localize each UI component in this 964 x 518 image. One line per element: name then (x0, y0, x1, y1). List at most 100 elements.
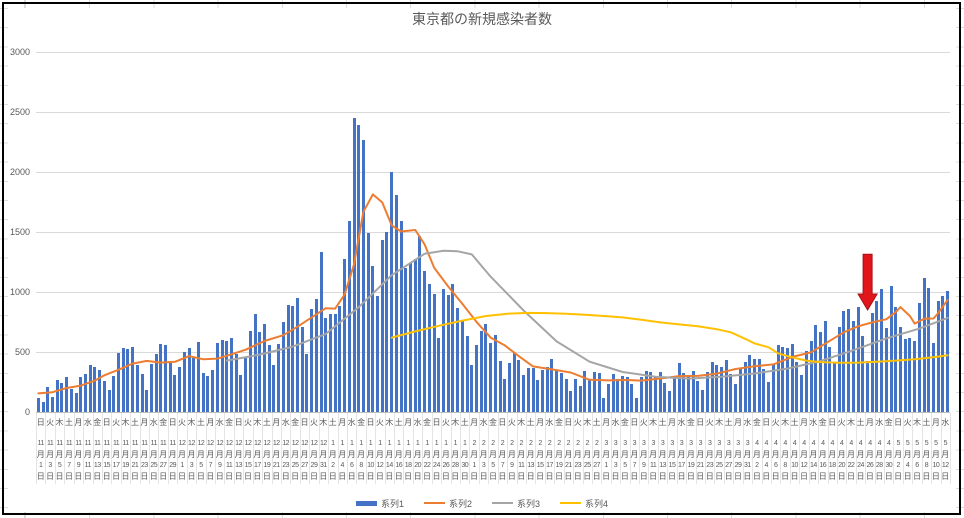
bar[interactable] (159, 343, 163, 412)
bar[interactable] (498, 360, 502, 412)
bar[interactable] (116, 352, 120, 412)
bar[interactable] (734, 383, 738, 412)
bar[interactable] (913, 341, 917, 412)
bar[interactable] (606, 384, 610, 412)
bar[interactable] (630, 383, 634, 412)
bar[interactable] (442, 288, 446, 412)
bar[interactable] (752, 359, 756, 412)
bar[interactable] (230, 337, 234, 412)
bar[interactable] (88, 364, 92, 412)
bar[interactable] (253, 313, 257, 412)
bar[interactable] (889, 286, 893, 412)
legend-item-series3[interactable]: 系列3 (492, 497, 540, 510)
bar[interactable] (347, 221, 351, 412)
bar[interactable] (625, 376, 629, 412)
bar[interactable] (300, 327, 304, 412)
bar[interactable] (493, 335, 497, 412)
bar[interactable] (578, 386, 582, 412)
bar[interactable] (206, 376, 210, 412)
bar[interactable] (437, 337, 441, 412)
bar[interactable] (701, 389, 705, 412)
bar[interactable] (154, 354, 158, 412)
bar[interactable] (69, 389, 73, 412)
bar[interactable] (432, 293, 436, 412)
bar[interactable] (399, 221, 403, 412)
bar[interactable] (418, 235, 422, 412)
bar[interactable] (423, 271, 427, 412)
bar[interactable] (672, 376, 676, 412)
bar[interactable] (460, 319, 464, 412)
bar[interactable] (875, 301, 879, 412)
bar[interactable] (267, 345, 271, 412)
bar[interactable] (376, 295, 380, 412)
bar[interactable] (187, 348, 191, 412)
bar[interactable] (50, 397, 54, 412)
bar[interactable] (390, 171, 394, 412)
bar[interactable] (526, 367, 530, 412)
bar[interactable] (588, 379, 592, 412)
bar[interactable] (286, 305, 290, 412)
bar[interactable] (168, 361, 172, 412)
bar[interactable] (776, 345, 780, 412)
bar[interactable] (507, 362, 511, 412)
bar[interactable] (512, 353, 516, 412)
bar[interactable] (234, 354, 238, 412)
bar[interactable] (663, 383, 667, 412)
bar[interactable] (720, 366, 723, 412)
bar[interactable] (244, 356, 248, 412)
bar[interactable] (795, 361, 799, 412)
bar[interactable] (107, 390, 111, 412)
bar[interactable] (272, 365, 276, 412)
bar[interactable] (164, 344, 168, 412)
bar[interactable] (215, 343, 219, 412)
bar[interactable] (380, 240, 384, 412)
bar[interactable] (404, 267, 408, 412)
bar[interactable] (489, 342, 493, 412)
bar[interactable] (762, 369, 766, 412)
bar[interactable] (540, 370, 544, 412)
bar[interactable] (182, 352, 186, 412)
bar[interactable] (324, 318, 328, 412)
bar[interactable] (338, 305, 342, 412)
bar[interactable] (149, 363, 153, 412)
bar[interactable] (131, 347, 135, 412)
bar[interactable] (903, 338, 907, 412)
bar[interactable] (818, 332, 822, 412)
bar[interactable] (385, 231, 389, 412)
bar[interactable] (536, 380, 540, 412)
bar[interactable] (658, 372, 662, 412)
bar[interactable] (800, 375, 804, 412)
legend-item-series4[interactable]: 系列4 (560, 497, 608, 510)
bar[interactable] (616, 378, 620, 412)
bar[interactable] (145, 389, 149, 412)
bar[interactable] (456, 307, 460, 412)
bar[interactable] (83, 374, 87, 412)
bar[interactable] (738, 368, 742, 412)
bar[interactable] (263, 323, 266, 412)
bar[interactable] (866, 361, 870, 412)
bar[interactable] (409, 263, 413, 412)
bar[interactable] (639, 377, 643, 412)
bar[interactable] (894, 306, 898, 412)
bar[interactable] (767, 382, 771, 412)
bar[interactable] (197, 341, 201, 412)
legend-item-series1[interactable]: 系列1 (355, 497, 404, 510)
bar[interactable] (583, 371, 587, 412)
bar[interactable] (319, 251, 323, 412)
bar[interactable] (884, 328, 888, 412)
bar[interactable] (102, 381, 106, 412)
bar[interactable] (851, 320, 855, 412)
bar[interactable] (192, 358, 196, 412)
bar[interactable] (451, 284, 455, 412)
bar[interactable] (366, 232, 370, 412)
bar[interactable] (564, 379, 568, 412)
bar[interactable] (748, 355, 752, 412)
bar[interactable] (220, 339, 224, 412)
legend-item-series2[interactable]: 系列2 (423, 497, 472, 510)
bar[interactable] (597, 372, 601, 412)
bar[interactable] (295, 298, 299, 412)
bar[interactable] (790, 343, 794, 412)
bar[interactable] (569, 390, 573, 412)
bar[interactable] (592, 371, 596, 412)
bar[interactable] (677, 362, 681, 412)
